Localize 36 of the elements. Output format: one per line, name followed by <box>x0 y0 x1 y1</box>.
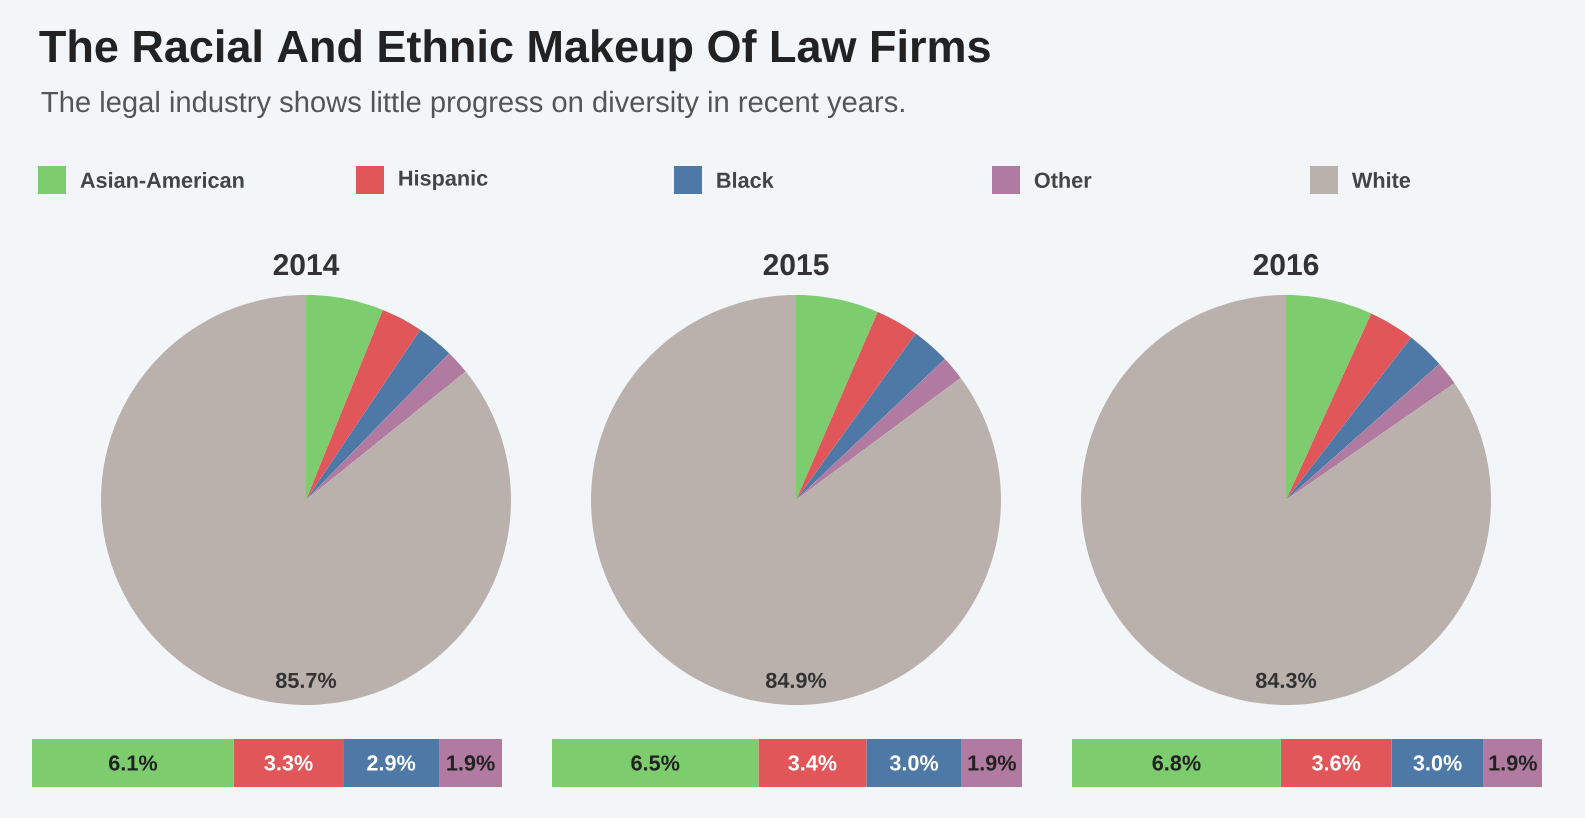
data-label: 6.8% <box>1152 755 1201 771</box>
data-label: 3.4% <box>788 755 837 771</box>
legend-label: Other <box>1034 172 1092 188</box>
bar <box>961 739 1022 787</box>
chart-title: 2015 <box>763 254 829 276</box>
data-label: 84.9% <box>765 672 827 689</box>
bar <box>758 739 867 787</box>
legend-label: Black <box>717 172 774 188</box>
data-label: 2.9% <box>367 755 416 771</box>
data-label: 6.1% <box>109 755 158 771</box>
data-label: 85.7% <box>275 672 337 689</box>
bar <box>32 739 234 787</box>
legend-label: White <box>1351 172 1411 188</box>
data-label: 3.0% <box>889 755 939 771</box>
legend-label: Hispanic <box>399 169 488 191</box>
bar <box>233 739 344 787</box>
bar <box>1072 739 1281 787</box>
data-label: 3.3% <box>264 755 313 771</box>
bar <box>552 739 759 787</box>
chart-title: 2016 <box>1253 254 1319 276</box>
text: The Racial And Ethnic Makeup Of Law Firms <box>39 29 990 72</box>
bar <box>1391 739 1484 787</box>
data-label: 1.9% <box>968 755 1016 771</box>
bar <box>866 739 962 787</box>
data-label: 1.9% <box>447 755 495 771</box>
data-label: 3.6% <box>1312 755 1361 771</box>
bar <box>1280 739 1392 787</box>
legend-label: Asian-American <box>80 172 244 188</box>
data-label: 84.3% <box>1255 672 1317 689</box>
text: The legal industry shows little progress on diversity in recent years. <box>41 90 904 119</box>
bar <box>343 739 440 787</box>
bar <box>439 739 503 787</box>
data-label: 1.9% <box>1489 755 1537 771</box>
text: 2014 <box>273 254 340 276</box>
data-label: 3.0% <box>1413 755 1462 771</box>
data-label: 6.5% <box>631 755 680 771</box>
